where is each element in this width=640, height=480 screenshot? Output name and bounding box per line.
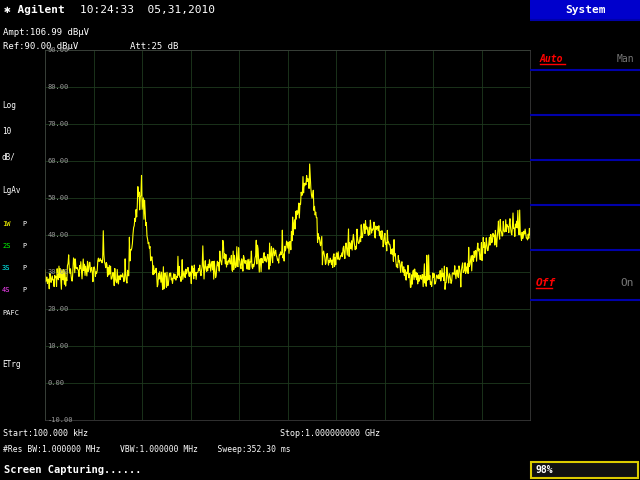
Text: #Res BW:1.000000 MHz    VBW:1.000000 MHz    Sweep:352.30 ms: #Res BW:1.000000 MHz VBW:1.000000 MHz Sw… <box>3 445 291 454</box>
Bar <box>530 0 640 20</box>
Text: 40.00: 40.00 <box>47 232 68 238</box>
Text: 3S: 3S <box>2 265 10 271</box>
Text: 80.00: 80.00 <box>47 84 68 90</box>
Text: Start:100.000 kHz: Start:100.000 kHz <box>3 429 88 438</box>
Text: Att:25 dB: Att:25 dB <box>130 42 179 50</box>
Text: P: P <box>22 288 26 293</box>
Text: Language->: Language-> <box>580 143 634 152</box>
Text: 0.00: 0.00 <box>47 380 65 386</box>
Text: Auto: Auto <box>540 54 563 64</box>
Text: 70.00: 70.00 <box>47 121 68 127</box>
Text: 50.00: 50.00 <box>47 195 68 201</box>
Text: 20.00: 20.00 <box>47 306 68 312</box>
Text: Man: Man <box>616 54 634 64</box>
Text: Brightness: Brightness <box>577 28 636 38</box>
Text: System: System <box>564 5 605 15</box>
Text: Ref:90.00 dBμV: Ref:90.00 dBμV <box>3 42 78 50</box>
Text: LgAv: LgAv <box>2 186 20 195</box>
Text: KeyBackLight►: KeyBackLight► <box>564 223 634 232</box>
Text: 1 of 3: 1 of 3 <box>599 326 634 336</box>
FancyBboxPatch shape <box>531 462 638 478</box>
Text: ✱ Agilent: ✱ Agilent <box>4 5 65 15</box>
Text: PAFC: PAFC <box>2 310 19 316</box>
Text: 10: 10 <box>2 127 12 136</box>
Text: 4S: 4S <box>2 288 10 293</box>
Text: Log: Log <box>2 101 16 110</box>
Text: Setting►: Setting► <box>580 129 634 139</box>
Text: System: System <box>564 5 605 15</box>
Text: Key Beep: Key Beep <box>580 262 634 272</box>
Text: Screen Save: Screen Save <box>560 178 634 188</box>
Text: Ampt:106.99 dBμV: Ampt:106.99 dBμV <box>3 28 89 37</box>
Text: 60.00: 60.00 <box>47 158 68 164</box>
Text: 30.00: 30.00 <box>47 269 68 275</box>
Text: On: On <box>621 278 634 288</box>
Text: Stop:1.000000000 GHz: Stop:1.000000000 GHz <box>280 429 380 438</box>
Text: Screen Capturing......: Screen Capturing...... <box>4 465 141 475</box>
Text: 5: 5 <box>630 40 636 50</box>
Text: 10:24:33  05,31,2010: 10:24:33 05,31,2010 <box>80 5 215 15</box>
Text: P: P <box>22 221 26 227</box>
Text: ETrg: ETrg <box>2 360 20 369</box>
Text: P: P <box>22 265 26 271</box>
Text: 10.00: 10.00 <box>47 343 68 349</box>
Text: More►: More► <box>600 312 634 322</box>
Text: Off: Off <box>536 278 556 288</box>
Text: -10.00: -10.00 <box>47 417 73 423</box>
Text: 90.00: 90.00 <box>47 47 68 53</box>
Text: P: P <box>22 243 26 249</box>
Text: 98%: 98% <box>535 465 552 475</box>
Text: File►: File► <box>600 87 634 97</box>
Text: 2S: 2S <box>2 243 10 249</box>
Text: 1W: 1W <box>2 221 10 227</box>
Text: dB/: dB/ <box>2 153 16 162</box>
